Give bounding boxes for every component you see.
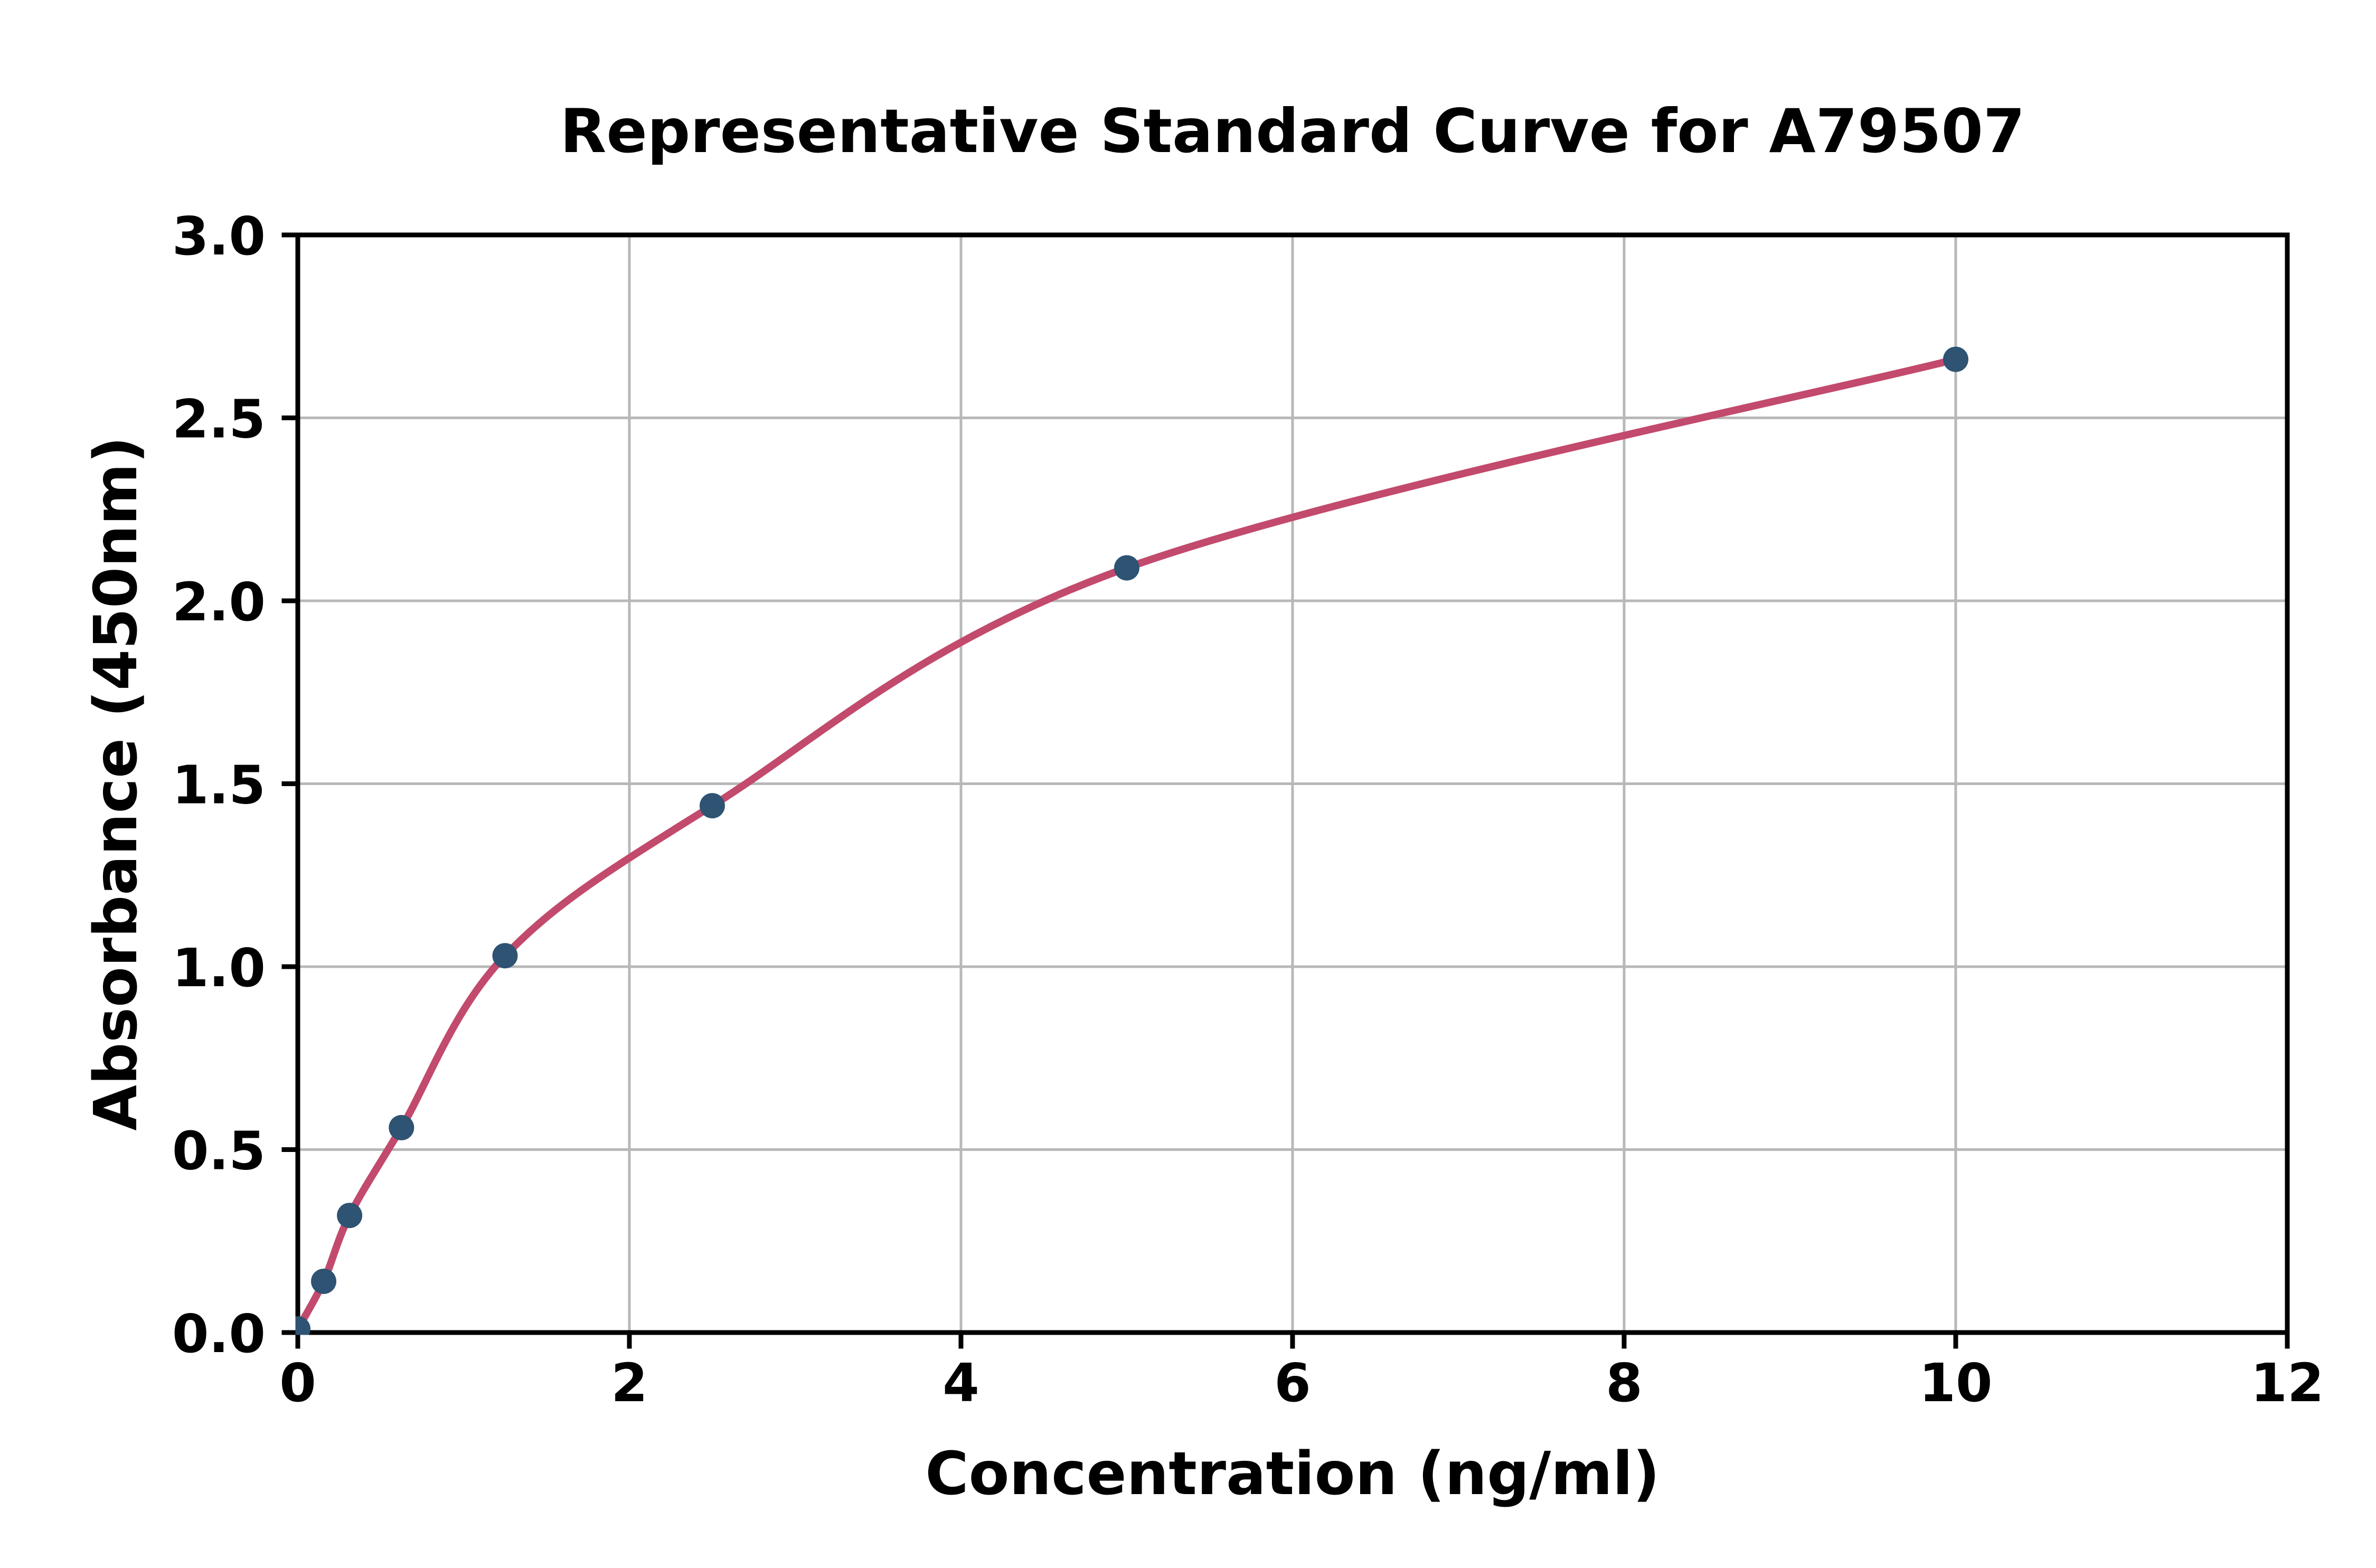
y-tick-label-2.5: 2.5 bbox=[172, 389, 266, 450]
x-tick-label-0: 0 bbox=[279, 1352, 316, 1414]
x-axis-label: Concentration (ng/ml) bbox=[925, 1440, 1660, 1508]
y-tick-label-2: 2.0 bbox=[172, 571, 266, 633]
data-point-10 bbox=[1943, 346, 1968, 372]
data-point-layer bbox=[295, 346, 1968, 1335]
fit-curve bbox=[295, 355, 1959, 1333]
data-point-2.5 bbox=[700, 793, 725, 819]
y-axis-label: Absorbance (450nm) bbox=[82, 436, 150, 1130]
axis-ticks bbox=[281, 232, 2290, 1349]
fit-curve-layer bbox=[295, 355, 1959, 1333]
x-tick-label-4: 4 bbox=[942, 1352, 979, 1414]
y-tick-label-1.5: 1.5 bbox=[172, 754, 266, 816]
data-point-5 bbox=[1114, 555, 1139, 581]
data-point-0 bbox=[295, 1316, 310, 1335]
y-tick-label-1: 1.0 bbox=[172, 937, 266, 999]
axis-tick-labels: 0 2 4 6 8 10 12 0.0 0.5 1.0 1.5 2.0 2.5 3.0 bbox=[172, 205, 2324, 1414]
chart-title: Representative Standard Curve for A79507 bbox=[560, 96, 2025, 166]
data-point-0.625 bbox=[389, 1114, 414, 1140]
x-tick-label-10: 10 bbox=[1919, 1352, 1992, 1414]
plot-spines bbox=[295, 232, 2290, 1335]
x-tick-label-8: 8 bbox=[1606, 1352, 1643, 1414]
data-point-1.25 bbox=[492, 943, 518, 969]
data-point-0.156 bbox=[311, 1269, 336, 1294]
y-tick-label-3: 3.0 bbox=[172, 205, 266, 267]
data-point-0.3125 bbox=[337, 1203, 363, 1229]
plot-border bbox=[295, 232, 2290, 1335]
y-tick-label-0: 0.0 bbox=[172, 1303, 266, 1365]
x-tick-label-12: 12 bbox=[2250, 1352, 2324, 1414]
y-tick-label-0.5: 0.5 bbox=[172, 1120, 266, 1182]
x-tick-label-6: 6 bbox=[1274, 1352, 1311, 1414]
x-tick-label-2: 2 bbox=[611, 1352, 648, 1414]
gridlines bbox=[298, 235, 2287, 1333]
